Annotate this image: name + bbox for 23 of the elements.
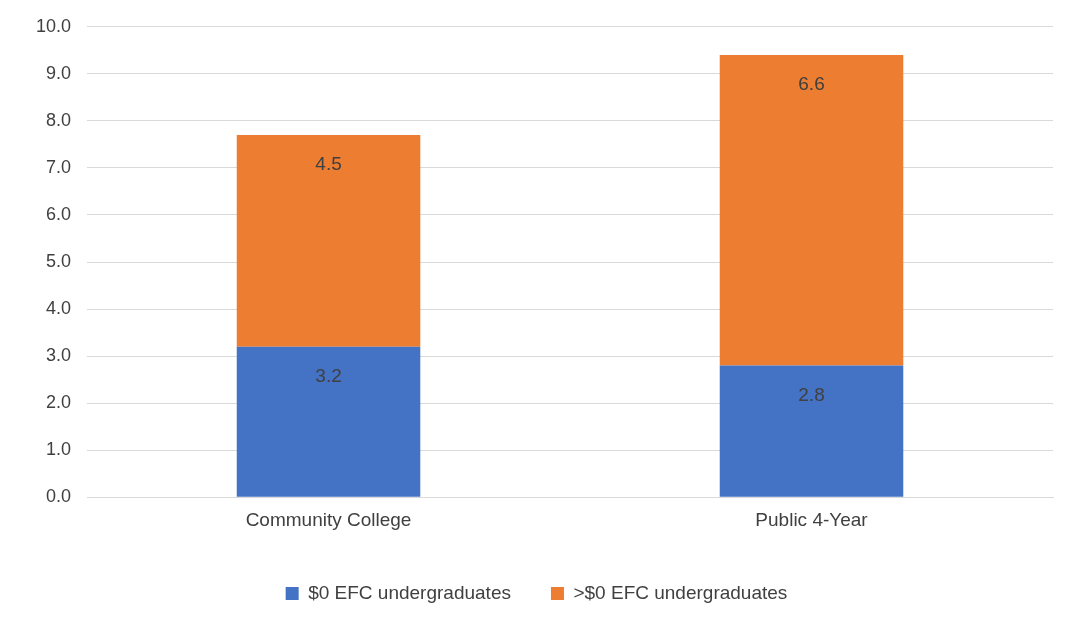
data-label: 2.8: [798, 383, 825, 405]
y-tick-label: 9.0: [46, 62, 72, 83]
data-label: 4.5: [315, 153, 342, 175]
legend-label: $0 EFC undergraduates: [308, 581, 511, 603]
y-tick-label: 2.0: [46, 392, 72, 413]
x-tick-label: Community College: [245, 508, 412, 530]
data-label: 3.2: [315, 364, 342, 386]
y-tick-label: 4.0: [46, 298, 72, 319]
bar: [236, 346, 421, 497]
y-tick-label: 5.0: [46, 250, 72, 271]
y-tick-label: 10.0: [35, 15, 72, 36]
bar: [719, 55, 904, 366]
y-tick-label: 0.0: [46, 486, 72, 507]
bar: [236, 134, 421, 347]
y-tick-label: 7.0: [46, 156, 72, 177]
y-tick-label: 3.0: [46, 345, 72, 366]
y-tick-label: 6.0: [46, 203, 72, 224]
bar: [719, 365, 904, 497]
x-tick-label: Public 4-Year: [755, 508, 869, 530]
y-tick-label: 1.0: [46, 439, 72, 460]
data-label: 6.6: [798, 73, 825, 95]
legend-label: >$0 EFC undergraduates: [573, 581, 788, 603]
y-tick-label: 8.0: [46, 109, 72, 130]
